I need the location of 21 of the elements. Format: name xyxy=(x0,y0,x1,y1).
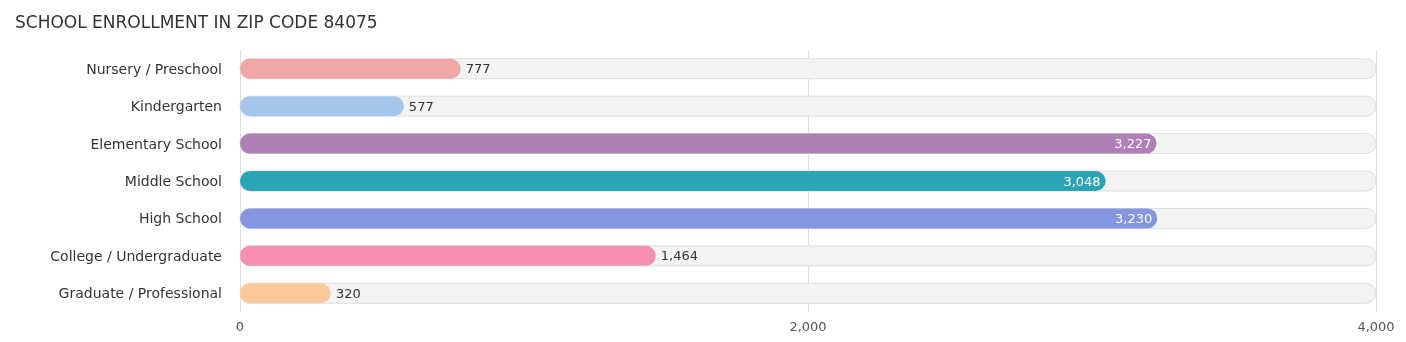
chart-title: SCHOOL ENROLLMENT IN ZIP CODE 84075 xyxy=(15,11,378,32)
y-tick-label: Kindergarten xyxy=(130,98,222,115)
x-tick-label: 4,000 xyxy=(1357,319,1395,334)
y-tick-label: Graduate / Professional xyxy=(58,285,222,302)
data-label: 577 xyxy=(408,98,434,114)
data-label: 3,227 xyxy=(1114,136,1152,152)
y-tick-label: High School xyxy=(138,210,222,227)
bar xyxy=(240,58,461,79)
data-label: 777 xyxy=(465,61,491,77)
x-tick-label: 2,000 xyxy=(789,319,827,334)
y-tick-label: Nursery / Preschool xyxy=(86,60,222,77)
y-tick-label: Elementary School xyxy=(90,135,222,152)
data-label: 3,230 xyxy=(1115,210,1153,226)
x-tick-label: 0 xyxy=(235,319,245,334)
data-label: 320 xyxy=(335,285,361,301)
y-tick-label: Middle School xyxy=(124,173,222,189)
bar xyxy=(240,283,331,304)
y-tick-label: College / Undergraduate xyxy=(50,247,222,264)
bar xyxy=(240,96,404,117)
data-label: 3,048 xyxy=(1063,173,1101,189)
data-label: 1,464 xyxy=(660,248,698,264)
